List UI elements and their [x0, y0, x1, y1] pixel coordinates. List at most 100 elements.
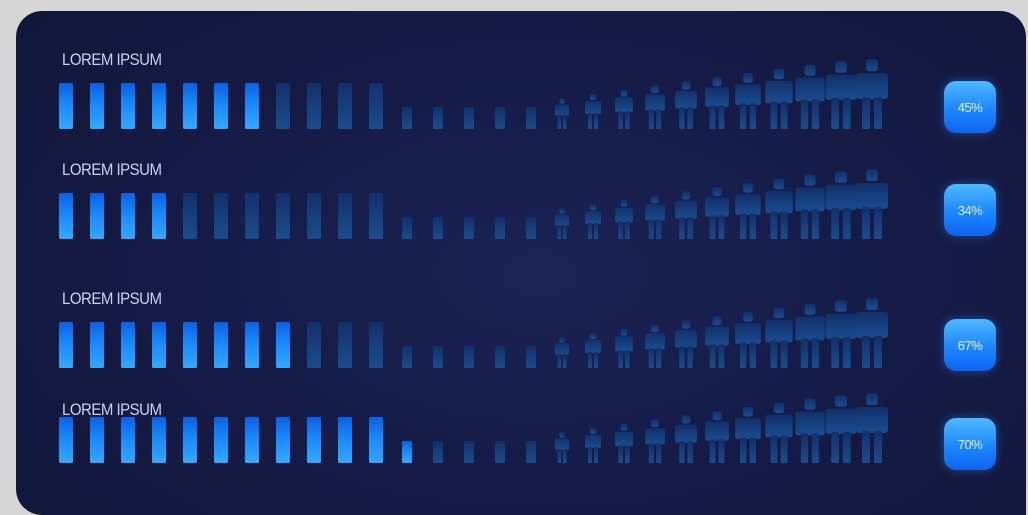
row-3-person-icon-8 — [765, 307, 793, 368]
row-2-person-icon-4 — [645, 195, 665, 239]
row-1-bar-14 — [464, 107, 474, 129]
row-3-person-icon-5 — [675, 320, 697, 368]
row-1-bar-6 — [214, 83, 228, 129]
row-1-person-icon-4 — [645, 85, 665, 129]
row-3-bar-3 — [121, 322, 135, 368]
row-3-person-icon-10 — [825, 300, 857, 368]
row-4-bar-1 — [59, 417, 73, 463]
row-2-person-icon-8 — [765, 178, 793, 239]
row-2-person-icon-1 — [554, 208, 570, 239]
row-4-bar-11 — [369, 417, 383, 463]
row-1-person-icon-9 — [795, 64, 825, 129]
row-2-bar-7 — [245, 193, 259, 239]
value-badge-1: 45% — [944, 81, 996, 133]
row-3-bar-2 — [90, 322, 104, 368]
row-2-bar-10 — [338, 193, 352, 239]
row-3-bar-15 — [495, 346, 505, 368]
row-3-person-icon-6 — [705, 316, 729, 368]
row-1-bar-3 — [121, 83, 135, 129]
row-4-person-icon-3 — [615, 423, 633, 463]
row-4-person-icon-10 — [825, 395, 857, 463]
row-3-person-icon-1 — [554, 337, 570, 368]
row-2-person-icon-5 — [675, 191, 697, 239]
row-2-bar-12 — [402, 217, 412, 239]
row-4-bar-15 — [495, 441, 505, 463]
row-3-bar-16 — [526, 346, 536, 368]
row-2-bar-6 — [214, 193, 228, 239]
row-2-bar-5 — [183, 193, 197, 239]
row-1-bar-5 — [183, 83, 197, 129]
row-3-bar-5 — [183, 322, 197, 368]
row-1-bar-13 — [433, 107, 443, 129]
row-2-person-icon-7 — [735, 183, 761, 239]
row-1-bar-15 — [495, 107, 505, 129]
row-1-person-icon-3 — [615, 89, 633, 129]
row-1-bar-12 — [402, 107, 412, 129]
row-4-person-icon-2 — [585, 428, 601, 463]
row-1-person-icon-1 — [554, 98, 570, 129]
row-2-bar-16 — [526, 217, 536, 239]
row-4-person-icon-9 — [795, 398, 825, 463]
row-1-bar-4 — [152, 83, 166, 129]
row-1-bar-9 — [307, 83, 321, 129]
row-1-person-icon-10 — [825, 61, 857, 129]
row-3-bar-14 — [464, 346, 474, 368]
row-3-person-icon-4 — [645, 324, 665, 368]
row-4-bar-12 — [402, 441, 412, 463]
row-4-bar-14 — [464, 441, 474, 463]
row-4-bar-10 — [338, 417, 352, 463]
row-2-bar-2 — [90, 193, 104, 239]
row-2-person-icon-11 — [856, 169, 888, 239]
row-4-person-icon-5 — [675, 415, 697, 463]
row-2-person-icon-2 — [585, 204, 601, 239]
row-1-person-icon-2 — [585, 94, 601, 129]
row-2-person-icon-3 — [615, 199, 633, 239]
row-3-bar-6 — [214, 322, 228, 368]
row-2-bar-11 — [369, 193, 383, 239]
row-4-person-icon-11 — [856, 393, 888, 463]
row-4-bar-9 — [307, 417, 321, 463]
row-4-bar-6 — [214, 417, 228, 463]
row-4-person-icon-6 — [705, 411, 729, 463]
row-1-bar-8 — [276, 83, 290, 129]
value-badge-3: 67% — [944, 319, 996, 371]
row-3-person-icon-7 — [735, 312, 761, 368]
row-1-bar-11 — [369, 83, 383, 129]
row-2-person-icon-6 — [705, 187, 729, 239]
value-badge-2: 34% — [944, 184, 996, 236]
row-1-person-icon-6 — [705, 77, 729, 129]
row-label-4: LOREM IPSUM — [62, 401, 162, 420]
row-3-bar-9 — [307, 322, 321, 368]
row-2-bar-4 — [152, 193, 166, 239]
row-2-bar-9 — [307, 193, 321, 239]
row-3-bar-11 — [369, 322, 383, 368]
row-1-person-icon-8 — [765, 68, 793, 129]
row-2-bar-3 — [121, 193, 135, 239]
row-2-bar-14 — [464, 217, 474, 239]
row-3-bar-10 — [338, 322, 352, 368]
row-2-person-icon-10 — [825, 171, 857, 239]
row-4-bar-8 — [276, 417, 290, 463]
row-3-person-icon-9 — [795, 303, 825, 368]
row-label-2: LOREM IPSUM — [62, 161, 162, 180]
row-3-bar-12 — [402, 346, 412, 368]
row-3-bar-4 — [152, 322, 166, 368]
row-2-person-icon-9 — [795, 174, 825, 239]
row-4-bar-7 — [245, 417, 259, 463]
row-4-bar-2 — [90, 417, 104, 463]
row-4-bar-13 — [433, 441, 443, 463]
row-1-bar-1 — [59, 83, 73, 129]
row-1-person-icon-7 — [735, 73, 761, 129]
row-3-person-icon-2 — [585, 333, 601, 368]
row-4-bar-3 — [121, 417, 135, 463]
row-4-bar-4 — [152, 417, 166, 463]
row-3-person-icon-3 — [615, 328, 633, 368]
row-3-bar-13 — [433, 346, 443, 368]
row-3-bar-7 — [245, 322, 259, 368]
row-2-bar-13 — [433, 217, 443, 239]
value-badge-4: 70% — [944, 418, 996, 470]
row-4-person-icon-7 — [735, 407, 761, 463]
pictorial-chart — [59, 59, 888, 463]
row-1-person-icon-11 — [856, 59, 888, 129]
row-4-person-icon-4 — [645, 419, 665, 463]
